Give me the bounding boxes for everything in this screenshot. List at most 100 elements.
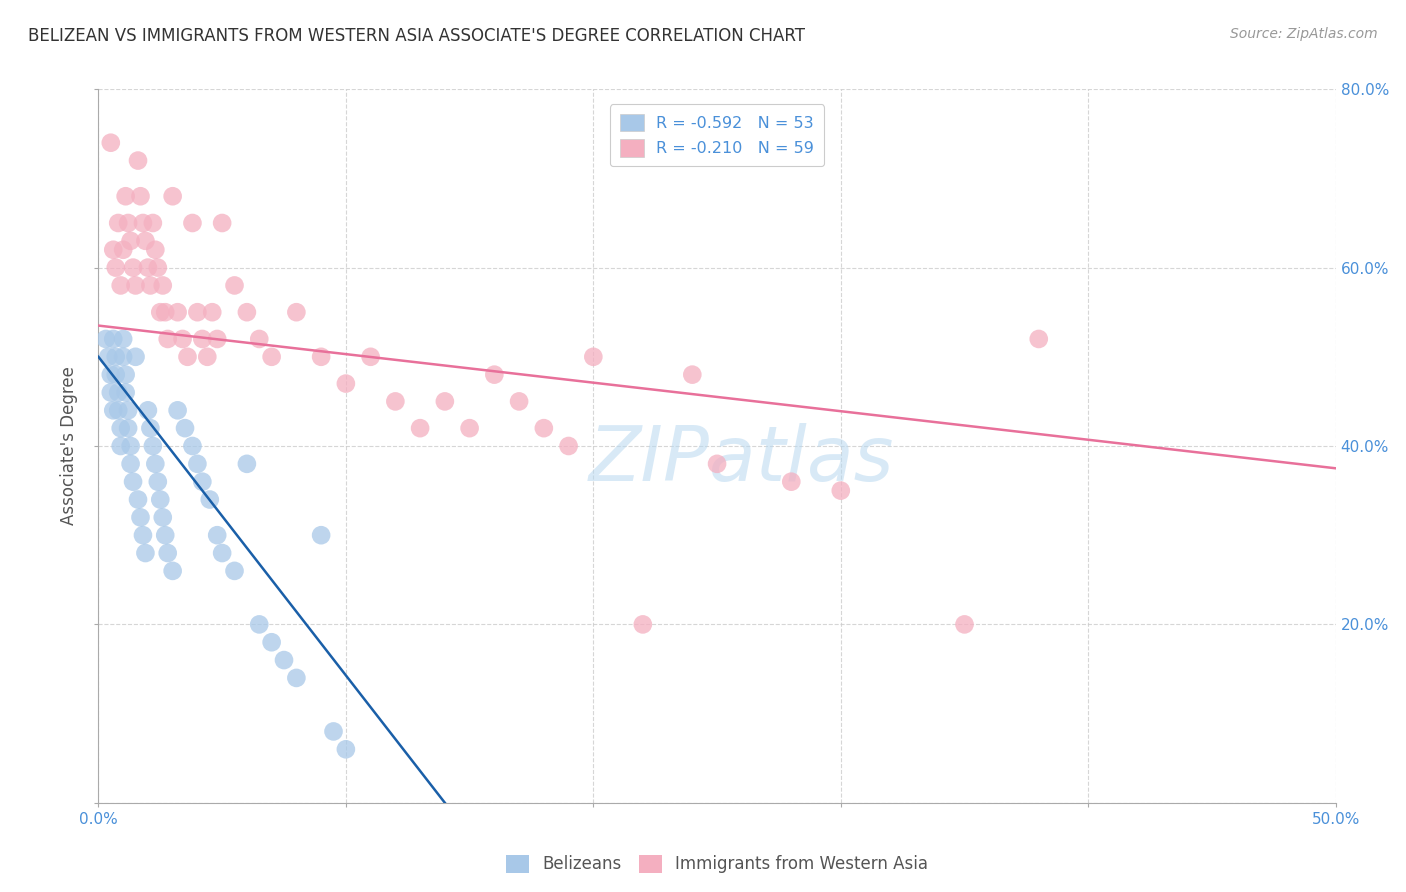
Point	[186, 457, 208, 471]
Point	[143, 457, 166, 471]
Point	[132, 216, 155, 230]
Point	[176, 350, 198, 364]
Point	[122, 475, 145, 489]
Point	[409, 421, 432, 435]
Point	[134, 546, 156, 560]
Point	[110, 439, 132, 453]
Point	[309, 350, 332, 364]
Point	[273, 653, 295, 667]
Point	[103, 243, 125, 257]
Point	[186, 305, 208, 319]
Point	[143, 243, 166, 257]
Point	[205, 528, 228, 542]
Point	[247, 332, 270, 346]
Point	[533, 421, 555, 435]
Point	[155, 305, 177, 319]
Point	[120, 457, 142, 471]
Point	[335, 742, 357, 756]
Point	[103, 403, 125, 417]
Point	[433, 394, 456, 409]
Point	[124, 278, 146, 293]
Text: BELIZEAN VS IMMIGRANTS FROM WESTERN ASIA ASSOCIATE'S DEGREE CORRELATION CHART: BELIZEAN VS IMMIGRANTS FROM WESTERN ASIA…	[28, 27, 806, 45]
Point	[100, 385, 122, 400]
Point	[582, 350, 605, 364]
Point	[260, 350, 283, 364]
Point	[114, 368, 136, 382]
Point	[166, 403, 188, 417]
Point	[458, 421, 481, 435]
Point	[142, 439, 165, 453]
Point	[211, 216, 233, 230]
Point	[134, 234, 156, 248]
Point	[162, 189, 184, 203]
Point	[309, 528, 332, 542]
Point	[149, 492, 172, 507]
Point	[100, 136, 122, 150]
Point	[152, 510, 174, 524]
Point	[112, 243, 135, 257]
Point	[120, 234, 142, 248]
Point	[139, 278, 162, 293]
Point	[195, 350, 218, 364]
Point	[139, 421, 162, 435]
Point	[156, 546, 179, 560]
Point	[211, 546, 233, 560]
Point	[110, 278, 132, 293]
Point	[156, 332, 179, 346]
Point	[120, 439, 142, 453]
Point	[191, 475, 214, 489]
Point	[484, 368, 506, 382]
Point	[166, 305, 188, 319]
Point	[107, 216, 129, 230]
Point	[129, 510, 152, 524]
Point	[191, 332, 214, 346]
Point	[149, 305, 172, 319]
Point	[155, 528, 177, 542]
Point	[508, 394, 530, 409]
Point	[631, 617, 654, 632]
Point	[117, 421, 139, 435]
Point	[198, 492, 221, 507]
Point	[107, 385, 129, 400]
Point	[236, 305, 259, 319]
Point	[780, 475, 803, 489]
Point	[104, 350, 127, 364]
Point	[152, 278, 174, 293]
Point	[112, 332, 135, 346]
Text: ZIPatlas: ZIPatlas	[589, 424, 894, 497]
Legend: Belizeans, Immigrants from Western Asia: Belizeans, Immigrants from Western Asia	[499, 848, 935, 880]
Point	[132, 528, 155, 542]
Point	[127, 153, 149, 168]
Point	[117, 403, 139, 417]
Point	[104, 368, 127, 382]
Point	[236, 457, 259, 471]
Point	[335, 376, 357, 391]
Point	[97, 350, 120, 364]
Text: Source: ZipAtlas.com: Source: ZipAtlas.com	[1230, 27, 1378, 41]
Point	[201, 305, 224, 319]
Point	[146, 260, 169, 275]
Point	[174, 421, 197, 435]
Point	[247, 617, 270, 632]
Point	[953, 617, 976, 632]
Point	[205, 332, 228, 346]
Point	[103, 332, 125, 346]
Point	[94, 332, 117, 346]
Point	[224, 564, 246, 578]
Point	[181, 216, 204, 230]
Point	[122, 260, 145, 275]
Point	[100, 368, 122, 382]
Point	[172, 332, 194, 346]
Point	[127, 492, 149, 507]
Point	[104, 260, 127, 275]
Point	[124, 350, 146, 364]
Point	[162, 564, 184, 578]
Point	[830, 483, 852, 498]
Point	[114, 189, 136, 203]
Point	[112, 350, 135, 364]
Point	[114, 385, 136, 400]
Point	[706, 457, 728, 471]
Point	[110, 421, 132, 435]
Point	[107, 403, 129, 417]
Point	[1028, 332, 1050, 346]
